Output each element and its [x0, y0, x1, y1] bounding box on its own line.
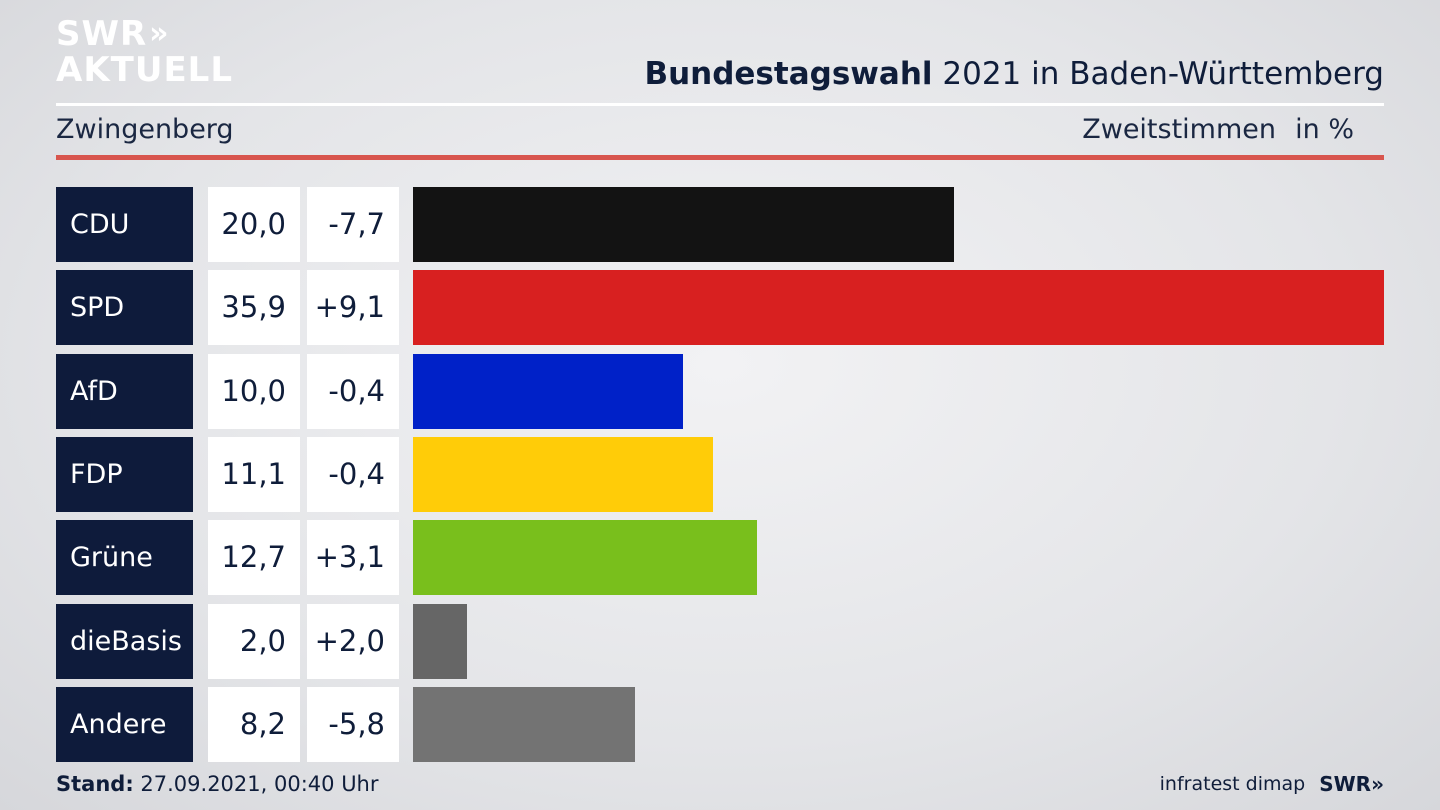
vote-share-bar: [413, 686, 635, 762]
vote-share-value: 11,1: [208, 436, 300, 512]
party-label: AfD: [56, 353, 193, 429]
result-row: Grüne 12,7 +3,1: [56, 520, 1384, 596]
vote-share-value: 20,0: [208, 187, 300, 262]
party-label: Andere: [56, 686, 193, 762]
votes-type-label: Zweitstimmen: [1082, 114, 1276, 145]
vote-change-value: -5,8: [307, 686, 399, 762]
vote-change-value: +9,1: [307, 270, 399, 346]
vote-share-bar: [413, 520, 757, 596]
vote-change-value: -7,7: [307, 187, 399, 262]
swr-aktuell-logo: SWR » AKTUELL: [56, 16, 233, 88]
vote-share-bar: [413, 270, 1384, 346]
party-label: FDP: [56, 436, 193, 512]
logo-swr: SWR: [56, 14, 148, 54]
vote-share-value: 12,7: [208, 520, 300, 596]
title-rest: 2021 in Baden-Württemberg: [942, 56, 1384, 92]
party-label: Grüne: [56, 520, 193, 596]
vote-share-value: 10,0: [208, 353, 300, 429]
vote-share-bar: [413, 436, 713, 512]
source-name: infratest dimap: [1159, 773, 1306, 795]
timestamp: Stand: 27.09.2021, 00:40 Uhr: [56, 772, 379, 796]
vote-share-bar: [413, 353, 683, 429]
vote-change-value: -0,4: [307, 353, 399, 429]
party-label: SPD: [56, 270, 193, 346]
vote-share-value: 8,2: [208, 686, 300, 762]
result-row: FDP 11,1 -0,4: [56, 436, 1384, 512]
stand-label: Stand:: [56, 772, 134, 796]
source-credit: infratest dimap SWR»: [1160, 772, 1384, 796]
party-label: dieBasis: [56, 603, 193, 679]
party-label: CDU: [56, 187, 193, 262]
title-bold: Bundestagswahl: [644, 56, 933, 92]
result-row: dieBasis 2,0 +2,0: [56, 603, 1384, 679]
vote-share-value: 35,9: [208, 270, 300, 346]
result-row: SPD 35,9 +9,1: [56, 270, 1384, 346]
vote-change-value: +3,1: [307, 520, 399, 596]
logo-aktuell: AKTUELL: [56, 50, 234, 90]
result-row: CDU 20,0 -7,7: [56, 187, 1384, 262]
result-row: Andere 8,2 -5,8: [56, 686, 1384, 762]
result-row: AfD 10,0 -0,4: [56, 353, 1384, 429]
vote-change-value: -0,4: [307, 436, 399, 512]
location-name: Zwingenberg: [56, 114, 234, 145]
vote-share-bar: [413, 603, 467, 679]
swr-brand-logo: SWR»: [1319, 772, 1384, 796]
vote-change-value: +2,0: [307, 603, 399, 679]
stand-value: 27.09.2021, 00:40 Uhr: [140, 772, 379, 796]
chart-title: Bundestagswahl 2021 in Baden-Württemberg: [644, 56, 1384, 92]
red-divider: [56, 155, 1384, 160]
header-divider: [56, 103, 1384, 106]
vote-share-value: 2,0: [208, 603, 300, 679]
vote-share-bar: [413, 187, 954, 262]
unit-label: in %: [1295, 114, 1354, 145]
